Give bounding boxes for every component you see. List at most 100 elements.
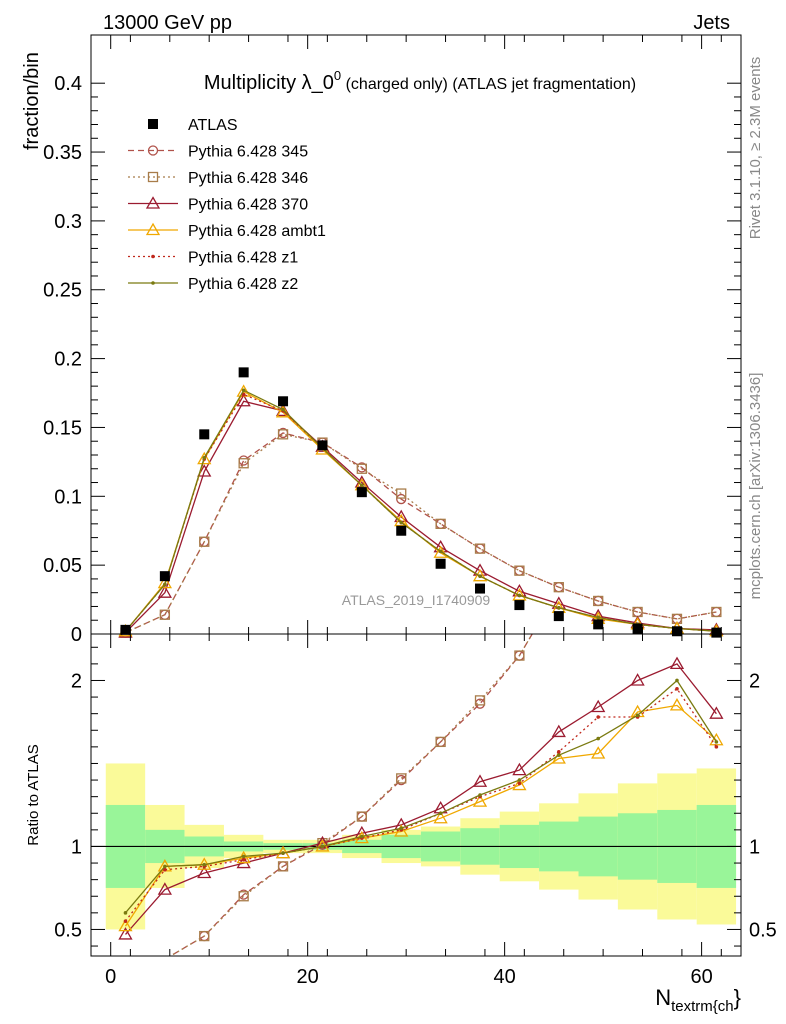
series-point [551,724,566,738]
series-point [517,781,522,786]
series-point [591,699,606,713]
series-point [669,656,685,670]
series-point [241,392,246,397]
legend-label: Pythia 6.428 345 [188,144,308,161]
series-point [163,867,167,872]
main-ylabel: fraction/bin [21,52,43,150]
legend-marker [145,222,161,236]
series-point [123,919,128,923]
series-point [596,736,600,741]
series-point [157,585,172,598]
series-point [159,609,171,620]
series-point [277,861,289,872]
series-point [360,834,364,839]
series-point [714,740,719,744]
legend-marker [148,119,158,129]
ratio-panel: 0.5 0.5 1 1 2 2 0 20 40 60 Ratio to ATLAS Ntextr… [25,633,777,1015]
series-point [557,750,561,754]
ratio-y-tick-label: 2 [71,670,82,692]
series-point [512,762,527,776]
series-line [125,663,717,935]
data-point [278,396,289,407]
series-point [675,686,679,691]
series-point [472,774,488,787]
x-axis-label-sub: textrm{ch [671,998,734,1015]
series-point [238,891,249,902]
series-point [396,488,407,499]
legend-entry-p346: Pythia 6.428 346 [128,170,308,187]
series-point [241,854,246,859]
series-line [125,400,717,634]
series-point [241,857,246,862]
x-tick-label: 40 [494,966,516,988]
series-point [591,746,606,759]
ratio-series [118,634,724,956]
data-point [317,440,328,451]
legend-entry-p345: Pythia 6.428 345 [128,144,308,161]
series-point [553,582,564,593]
series-line [124,704,717,927]
main-series [118,367,724,638]
series-point [435,518,446,529]
data-point [593,619,604,630]
series-point [435,736,446,748]
legend-marker [147,171,159,183]
series-point [514,650,525,661]
series-point [356,463,367,474]
series-point [281,407,285,412]
data-point [356,487,367,498]
series-point [474,695,486,706]
legend-entry-z1: Pythia 6.428 z1 [128,250,298,267]
series-point [596,715,600,719]
ratio-y-tick-label: 0.5 [54,919,82,941]
y-tick-label: 0.2 [54,349,82,371]
series-point [396,493,407,505]
series-point [356,811,367,822]
header: 13000 GeV pp Jets [103,12,730,34]
series-point [512,777,527,791]
data-point [159,571,170,582]
data-point [711,627,722,638]
series-point [433,545,448,558]
y-tick-label: 0 [71,624,82,646]
series-point [202,455,207,460]
series-point [202,862,207,867]
series-point [241,388,246,393]
main-panel: ATLAS_2019_I1740909 00.050.10.150.20.250… [21,34,742,646]
series-point [709,706,724,719]
data-point [475,583,486,594]
series-point [635,713,640,718]
legend-entry-ambt1: Pythia 6.428 ambt1 [128,222,326,240]
data-point [396,525,407,536]
series-point [199,930,210,942]
series-line [125,679,717,914]
series-point [275,404,291,418]
series-line [169,634,533,956]
series-point [277,429,289,440]
series-point [478,793,482,797]
data-point [199,429,210,440]
series-line [125,389,717,632]
series-point [596,615,600,620]
series-point [512,588,527,601]
ratio-uncertainty-bands [91,763,741,930]
mcplots-label: mcplots.cern.ch [arXiv:1306.3436] [747,373,764,600]
series-point [238,455,249,466]
legend: ATLAS Pythia 6.428 345 Pythia 6.428 346 Pyt… [128,117,326,293]
series-point [157,575,172,589]
series-point [593,595,604,607]
series-point [711,606,722,618]
ratio-x-ticks: 0 20 40 60 [90,634,722,988]
series-point [517,593,522,598]
y-tick-label: 0.4 [54,73,82,95]
rivet-label: Rivet 3.1.10, ≥ 2.3M events [747,57,764,240]
series-point [438,811,443,816]
series-point [630,673,645,686]
series-point [399,826,404,830]
plot-title: Multiplicity λ_00 (charged only) (ATLAS … [204,68,636,94]
series-point [197,451,212,465]
y-tick-label: 0.05 [43,555,82,577]
series-point [517,778,522,782]
series-point [396,773,407,784]
series-point [399,520,404,525]
